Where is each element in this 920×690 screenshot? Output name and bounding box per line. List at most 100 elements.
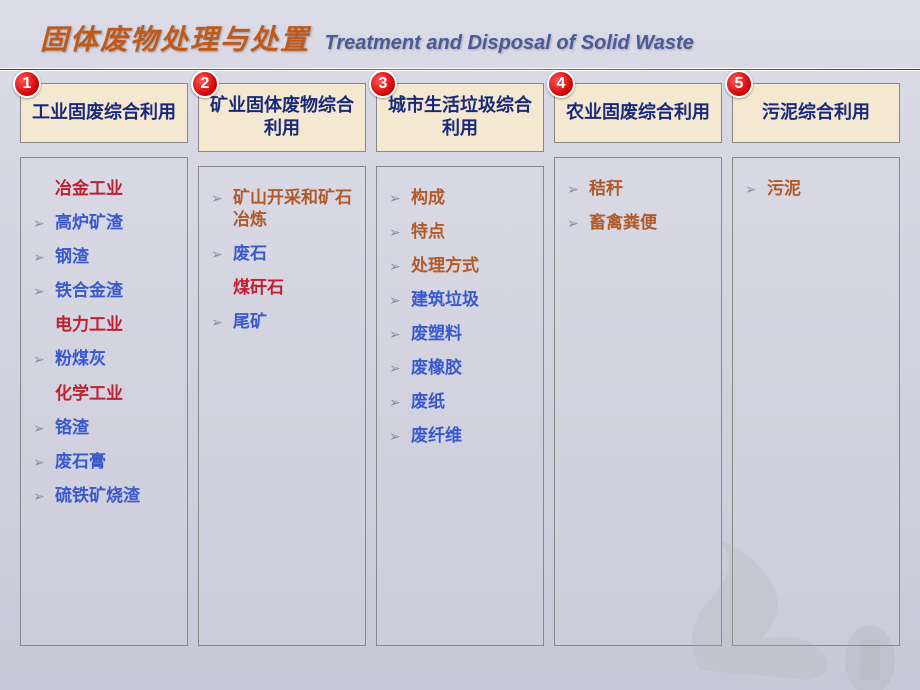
column: 5污泥综合利用 ➢ 污泥 [732,83,900,646]
column-header-text: 城市生活垃圾综合利用 [381,94,539,141]
list-item-text: 硫铁矿烧渣 [55,485,140,507]
list-item-text: 废纸 [411,391,445,413]
list-item: ➢冶金工业 [29,172,179,206]
bullet-icon: ➢ [389,223,403,241]
bullet-icon: ➢ [389,189,403,207]
column-header: 4农业固废综合利用 [554,83,722,143]
column-header-text: 农业固废综合利用 [566,101,710,124]
column-header: 1工业固废综合利用 [20,83,188,143]
list-item-text: 畜禽粪便 [589,212,657,234]
column-body: ➢ 构成 ➢ 特点 ➢ 处理方式 ➢ 建筑垃圾 ➢ 废塑料 ➢ 废橡胶 ➢ 废纸 ➢ 废纤维 [376,166,544,646]
list-item-text: 秸秆 [589,178,623,200]
list-item: ➢ 矿山开采和矿石冶炼 [207,181,357,237]
list-item-text: 构成 [411,187,445,209]
list-item-text: 废塑料 [411,323,462,345]
list-item: ➢ 建筑垃圾 [385,283,535,317]
bullet-icon: ➢ [33,248,47,266]
column: 3城市生活垃圾综合利用 ➢ 构成 ➢ 特点 ➢ 处理方式 ➢ 建筑垃圾 ➢ 废塑料 ➢ 废橡胶 ➢ 废纸 ➢ 废… [376,83,544,646]
list-item: ➢ 废纸 [385,385,535,419]
list-item: ➢ 废橡胶 [385,351,535,385]
list-item: ➢ 处理方式 [385,249,535,283]
column-number-badge: 3 [369,70,397,98]
bullet-icon: ➢ [211,313,225,331]
column-header: 3城市生活垃圾综合利用 [376,83,544,152]
list-item: ➢ 废塑料 [385,317,535,351]
title-english: Treatment and Disposal of Solid Waste [324,32,693,54]
list-item: ➢ 特点 [385,215,535,249]
list-item-text: 电力工业 [55,314,123,336]
column: 4农业固废综合利用 ➢ 秸秆 ➢ 畜禽粪便 [554,83,722,646]
list-item: ➢ 废石 [207,237,357,271]
list-item-text: 废纤维 [411,425,462,447]
header-divider [0,68,920,71]
bullet-icon: ➢ [389,325,403,343]
list-item: ➢ 废纤维 [385,419,535,453]
list-item-text: 铬渣 [55,417,89,439]
list-item: ➢ 污泥 [741,172,891,206]
column-number-badge: 5 [725,70,753,98]
bullet-icon: ➢ [33,282,47,300]
column-body: ➢ 秸秆 ➢ 畜禽粪便 [554,157,722,646]
column-header: 5污泥综合利用 [732,83,900,143]
list-item: ➢ 高炉矿渣 [29,206,179,240]
list-item: ➢化学工业 [29,377,179,411]
bullet-icon: ➢ [745,180,759,198]
list-item: ➢电力工业 [29,308,179,342]
slide-header: 固体废物处理与处置 Treatment and Disposal of Soli… [0,0,920,68]
list-item-text: 处理方式 [411,255,479,277]
column: 2矿业固体废物综合利用 ➢ 矿山开采和矿石冶炼 ➢ 废石 ➢煤矸石 ➢ 尾矿 [198,83,366,646]
column-body: ➢ 矿山开采和矿石冶炼 ➢ 废石 ➢煤矸石 ➢ 尾矿 [198,166,366,646]
column-header-text: 污泥综合利用 [762,101,870,124]
column-header-text: 工业固废综合利用 [32,101,176,124]
list-item-text: 污泥 [767,178,801,200]
list-item-text: 铁合金渣 [55,280,123,302]
column-body: ➢冶金工业➢高炉矿渣➢钢渣➢铁合金渣➢电力工业➢粉煤灰➢化学工业➢铬渣➢废石膏➢… [20,157,188,646]
column: 1工业固废综合利用➢冶金工业➢高炉矿渣➢钢渣➢铁合金渣➢电力工业➢粉煤灰➢化学工… [20,83,188,646]
list-item: ➢ 秸秆 [563,172,713,206]
bullet-icon: ➢ [33,214,47,232]
list-item: ➢ 硫铁矿烧渣 [29,479,179,513]
list-item: ➢ 尾矿 [207,305,357,339]
list-item: ➢ 构成 [385,181,535,215]
bullet-icon: ➢ [389,257,403,275]
column-number-badge: 1 [13,70,41,98]
title-chinese: 固体废物处理与处置 [40,24,310,55]
bullet-icon: ➢ [33,419,47,437]
list-item-text: 高炉矿渣 [55,212,123,234]
bullet-icon: ➢ [567,180,581,198]
columns-container: 1工业固废综合利用➢冶金工业➢高炉矿渣➢钢渣➢铁合金渣➢电力工业➢粉煤灰➢化学工… [0,83,920,646]
column-header-text: 矿业固体废物综合利用 [203,94,361,141]
bullet-icon: ➢ [33,453,47,471]
list-item-text: 尾矿 [233,311,267,333]
list-item-text: 化学工业 [55,383,123,405]
list-item: ➢ 铁合金渣 [29,274,179,308]
list-item-text: 粉煤灰 [55,348,106,370]
bullet-icon: ➢ [33,350,47,368]
list-item: ➢ 废石膏 [29,445,179,479]
column-number-badge: 2 [191,70,219,98]
column-header: 2矿业固体废物综合利用 [198,83,366,152]
list-item-text: 特点 [411,221,445,243]
list-item-text: 废石膏 [55,451,106,473]
list-item-text: 钢渣 [55,246,89,268]
list-item: ➢ 钢渣 [29,240,179,274]
bullet-icon: ➢ [33,487,47,505]
list-item-text: 煤矸石 [233,277,284,299]
bullet-icon: ➢ [211,245,225,263]
list-item: ➢煤矸石 [207,271,357,305]
list-item-text: 建筑垃圾 [411,289,479,311]
list-item-text: 废橡胶 [411,357,462,379]
column-body: ➢ 污泥 [732,157,900,646]
column-number-badge: 4 [547,70,575,98]
list-item: ➢ 畜禽粪便 [563,206,713,240]
bullet-icon: ➢ [389,427,403,445]
list-item: ➢ 粉煤灰 [29,342,179,376]
bullet-icon: ➢ [389,359,403,377]
list-item: ➢ 铬渣 [29,411,179,445]
bullet-icon: ➢ [389,393,403,411]
bullet-icon: ➢ [389,291,403,309]
bullet-icon: ➢ [211,189,225,207]
list-item-text: 废石 [233,243,267,265]
list-item-text: 矿山开采和矿石冶炼 [233,187,357,231]
bullet-icon: ➢ [567,214,581,232]
